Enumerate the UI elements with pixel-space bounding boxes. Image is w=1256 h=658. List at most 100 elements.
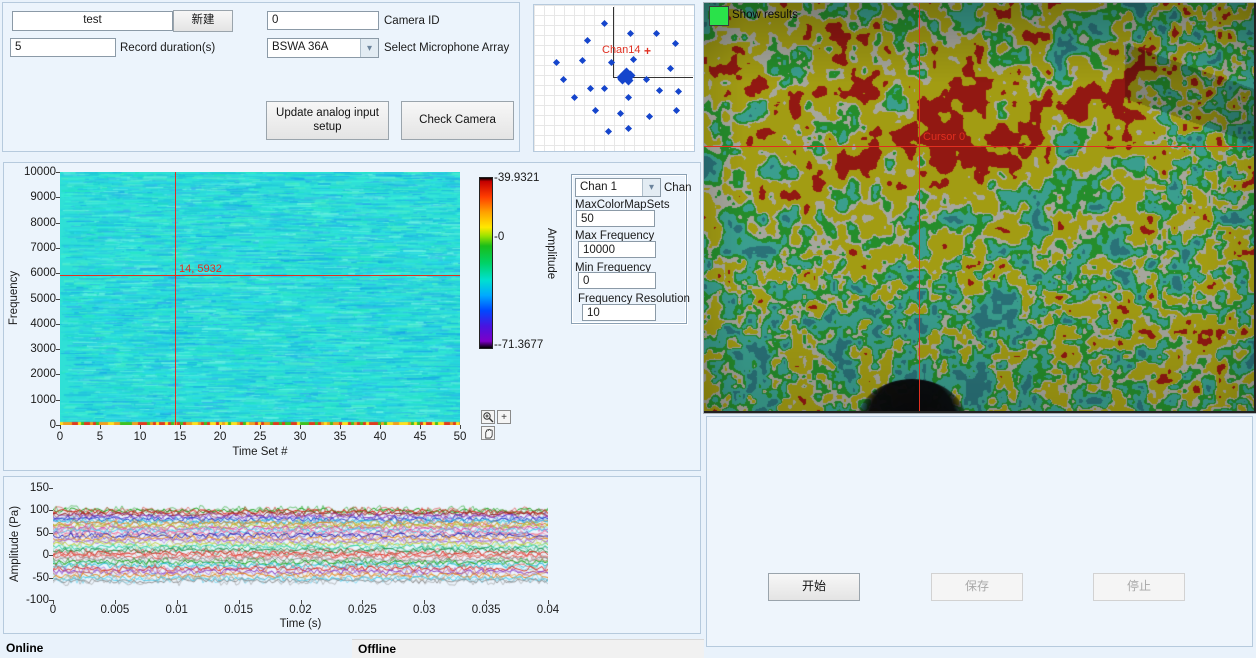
tick-label: 8000 — [30, 216, 56, 229]
tick-label: 10000 — [24, 166, 56, 178]
mic-array-plot[interactable]: Chan14 + — [533, 4, 695, 152]
camera-cursor-label: Cursor 0 — [923, 131, 966, 143]
start-button[interactable]: 开始 — [768, 573, 860, 601]
mic-cursor-cross[interactable]: + — [644, 44, 652, 58]
tick-label: 0.015 — [224, 604, 254, 616]
mic-point — [600, 84, 609, 93]
mic-point — [586, 84, 595, 93]
tick-label: 4000 — [30, 317, 56, 330]
stop-button[interactable]: 停止 — [1093, 573, 1185, 601]
maxcolormapsets-input[interactable]: 50 — [576, 210, 655, 227]
spectrogram-cursor-hline[interactable] — [60, 275, 460, 276]
mic-point — [652, 29, 661, 38]
chan-select-value: Chan 1 — [580, 181, 618, 193]
tick-label: 5 — [96, 431, 104, 443]
tick-label: 0.04 — [536, 604, 560, 616]
crosshair-tool-icon[interactable]: + — [497, 410, 511, 424]
min-frequency-input[interactable]: 0 — [578, 272, 656, 289]
record-duration-label: Record duration(s) — [120, 42, 216, 54]
mic-point — [626, 29, 635, 38]
tick-label: 0.03 — [413, 604, 436, 616]
spectrogram-xlabel: Time Set # — [232, 446, 288, 458]
tick-label: 0.005 — [100, 604, 130, 616]
mic-point — [600, 19, 609, 28]
tick-label: 0.035 — [471, 604, 501, 616]
tick-label: 6000 — [30, 267, 56, 280]
mic-point — [552, 58, 561, 67]
chan-select[interactable]: Chan 1 ▾ — [575, 178, 661, 197]
online-status: Online — [6, 641, 44, 655]
mic-point — [624, 93, 633, 102]
test-name-input[interactable]: test — [12, 11, 173, 31]
frequency-resolution-label: Frequency Resolution — [578, 293, 690, 305]
zoom-tool-icon[interactable] — [481, 410, 495, 424]
tick-label: 30 — [293, 431, 307, 443]
tick-label: 25 — [253, 431, 267, 443]
pan-tool-icon[interactable] — [481, 426, 495, 440]
tick-label: 3000 — [30, 343, 56, 356]
update-analog-input-button[interactable]: Update analog input setup — [266, 101, 389, 140]
mic-point — [655, 86, 664, 95]
mic-point — [645, 112, 654, 121]
spectrogram-plot[interactable] — [60, 172, 460, 425]
chan-label: Chan — [664, 182, 692, 194]
offline-status-bar: Offline — [352, 639, 704, 658]
tick-label: 0 — [56, 431, 64, 443]
waveform-plot[interactable] — [53, 488, 548, 600]
camera-id-input[interactable]: 0 — [267, 11, 379, 30]
save-button[interactable]: 保存 — [931, 573, 1023, 601]
analysis-controls-group — [571, 174, 687, 324]
tick-label: 35 — [333, 431, 347, 443]
mic-array-select[interactable]: BSWA 36A ▾ — [267, 38, 379, 58]
waveform-xlabel: Time (s) — [279, 618, 322, 630]
spectrogram-canvas[interactable] — [60, 172, 460, 425]
mic-array-label: Select Microphone Array — [384, 42, 510, 54]
colorbar-axis-label: Amplitude — [545, 228, 557, 280]
new-button[interactable]: 新建 — [173, 10, 233, 32]
camera-cursor-vline[interactable] — [919, 3, 920, 411]
tick-label: 50 — [453, 431, 467, 443]
mic-point — [666, 64, 675, 73]
tick-label: 1000 — [30, 393, 56, 406]
show-results-led[interactable] — [709, 6, 729, 26]
offline-status: Offline — [358, 642, 396, 656]
mic-array-value: BSWA 36A — [272, 41, 329, 53]
tick-label: 0.01 — [165, 604, 188, 616]
mic-axis-horizontal — [613, 77, 693, 78]
max-frequency-input[interactable]: 10000 — [578, 241, 656, 258]
tick-label: 9000 — [30, 191, 56, 204]
check-camera-button[interactable]: Check Camera — [401, 101, 514, 140]
tick-label: 0 — [42, 549, 49, 562]
tick-label: 10 — [133, 431, 147, 443]
tick-label: 0 — [49, 604, 57, 616]
tick-label: 0.02 — [289, 604, 312, 616]
chevron-down-icon[interactable]: ▾ — [642, 179, 660, 196]
tick-label: 0.025 — [347, 604, 377, 616]
spectrogram-cursor-label: 14, 5932 — [179, 263, 222, 275]
colorbar-max-label: -39.9321 — [494, 172, 540, 184]
maxcolormapsets-label: MaxColorMapSets — [575, 199, 670, 211]
camera-id-label: Camera ID — [384, 15, 440, 27]
chevron-down-icon[interactable]: ▾ — [360, 39, 378, 57]
mic-point — [591, 106, 600, 115]
record-duration-input[interactable]: 5 — [10, 38, 116, 57]
camera-view-frame — [703, 2, 1256, 414]
mic-point — [674, 87, 683, 96]
max-frequency-label: Max Frequency — [575, 230, 655, 242]
tick-label: -100 — [25, 594, 49, 606]
camera-cursor-hline[interactable] — [704, 146, 1253, 147]
camera-overlay-canvas[interactable] — [704, 3, 1254, 411]
tick-label: 5000 — [30, 292, 56, 305]
mic-point — [672, 106, 681, 115]
tick-label: 100 — [29, 504, 49, 517]
mic-axis-vertical — [613, 7, 614, 77]
mic-point — [671, 39, 680, 48]
waveform-canvas[interactable] — [53, 488, 548, 600]
mic-cursor-label: Chan14 — [602, 44, 641, 56]
frequency-resolution-input[interactable]: 10 — [582, 304, 656, 321]
mic-point — [578, 56, 587, 65]
mic-point — [624, 124, 633, 133]
spectrogram-cursor-vline[interactable] — [175, 172, 176, 425]
amplitude-colorbar[interactable] — [479, 177, 493, 349]
